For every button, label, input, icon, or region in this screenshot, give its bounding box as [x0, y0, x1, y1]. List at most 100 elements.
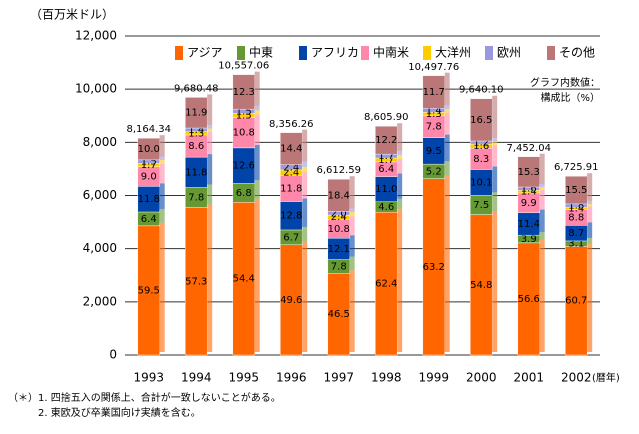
segment-label: 12.1: [328, 244, 350, 255]
x-tick-label: 2001: [513, 371, 544, 385]
segment-label: 6.4: [141, 214, 157, 225]
segment-label: 11.9: [185, 108, 207, 119]
total-label: 6,725.91: [554, 162, 599, 173]
bar-side: [492, 145, 498, 167]
y-axis-label: （百万米ドル）: [30, 8, 114, 22]
bar-side: [587, 243, 593, 352]
segment-label: 6.4: [378, 164, 394, 175]
bar-side: [349, 208, 355, 213]
bar-side: [492, 141, 498, 146]
segment-label: 1.6: [473, 141, 489, 152]
bar-side: [587, 237, 593, 244]
segment-label: 16.5: [470, 115, 492, 126]
segment-label: 57.3: [185, 276, 207, 287]
bar-side: [397, 198, 403, 210]
bar-side: [159, 222, 165, 352]
bar-side: [207, 94, 213, 126]
y-tick-label: 12,000: [75, 29, 117, 43]
y-tick-label: 0: [109, 348, 117, 362]
segment-label: 9.5: [426, 146, 442, 157]
segment-label: 15.3: [518, 167, 540, 178]
bar-side: [444, 175, 450, 352]
bar-side: [254, 71, 260, 107]
bar-side: [302, 129, 308, 162]
bar-side: [492, 166, 498, 193]
segment-label: 60.7: [565, 296, 587, 307]
bar-side: [539, 239, 545, 352]
segment-label: 7.8: [331, 261, 347, 272]
y-tick-label: 8,000: [83, 135, 117, 149]
total-label: 6,612.59: [316, 165, 361, 176]
bar-side: [207, 125, 213, 129]
segment-label: 63.2: [423, 262, 445, 273]
segment-label: 4.6: [378, 202, 394, 213]
bar-side: [349, 216, 355, 236]
bar-side: [302, 198, 308, 227]
footnote: （＊）1. 四捨五入の関係上、合計が一致しないことがある。: [8, 391, 281, 404]
bar-side: [207, 131, 213, 155]
segment-label: 1.6: [521, 184, 537, 195]
legend-label: アジア: [187, 46, 223, 60]
footnote: 2. 東欧及び卒業国向け実績を含む。: [38, 406, 201, 419]
bar-side: [207, 204, 213, 352]
bar-side: [302, 166, 308, 173]
segment-label: 9.0: [141, 172, 157, 183]
total-label: 7,452.04: [506, 143, 551, 154]
bar-side: [444, 112, 450, 135]
segment-label: 3.9: [521, 234, 537, 245]
segment-label: 3.1: [568, 239, 584, 250]
segment-label: 7.5: [473, 200, 489, 211]
segment-label: 11.0: [375, 184, 397, 195]
total-label: 8,356.26: [269, 119, 314, 130]
segment-label: 54.4: [233, 274, 255, 285]
bar-side: [254, 110, 260, 115]
legend-swatch: [237, 46, 245, 60]
bar-side: [587, 204, 593, 207]
segment-label: 11.8: [185, 167, 207, 178]
segment-label: 11.7: [423, 87, 445, 98]
bar-side: [349, 270, 355, 352]
bar-side: [492, 138, 498, 142]
segment-label: 7.8: [426, 122, 442, 133]
bar-side: [397, 158, 403, 174]
total-label: 10,557.06: [218, 60, 269, 71]
segment-label: 2.0: [331, 208, 347, 219]
segment-label: 9.9: [521, 198, 537, 209]
segment-label: 1.4: [568, 203, 584, 214]
bar-side: [349, 176, 355, 209]
legend-swatch: [361, 46, 369, 60]
bar-side: [207, 184, 213, 205]
y-tick-label: 10,000: [75, 82, 117, 96]
segment-label: 12.6: [233, 161, 255, 172]
bar-side: [302, 241, 308, 352]
bar-side: [159, 135, 165, 157]
bar-side: [397, 209, 403, 352]
bar-side: [254, 144, 260, 181]
bar-side: [539, 232, 545, 240]
segment-label: 14.4: [280, 144, 302, 155]
bar-side: [207, 128, 213, 132]
x-axis-label: (暦年): [592, 371, 620, 384]
bar-side: [397, 173, 403, 199]
segment-label: 12.2: [375, 135, 397, 146]
segment-label: 1.7: [378, 155, 394, 166]
bar-side: [397, 123, 403, 152]
x-tick-label: 2002: [561, 371, 592, 385]
x-tick-label: 1998: [371, 371, 402, 385]
y-tick-label: 4,000: [83, 241, 117, 255]
segment-label: 12.8: [280, 211, 302, 222]
bar-side: [254, 199, 260, 352]
legend-swatch: [423, 46, 431, 60]
bar-side: [444, 72, 450, 106]
segment-label: 1.4: [426, 105, 442, 116]
total-label: 9,680.48: [174, 84, 219, 95]
bar-side: [492, 95, 498, 139]
segment-label: 1.3: [188, 128, 204, 139]
segment-label: 8.8: [568, 213, 584, 224]
bar-side: [539, 187, 545, 190]
bar-side: [159, 183, 165, 209]
segment-label: 49.6: [280, 295, 302, 306]
bar-side: [492, 211, 498, 352]
bar-side: [159, 163, 165, 184]
note: グラフ内数値：: [530, 76, 600, 89]
